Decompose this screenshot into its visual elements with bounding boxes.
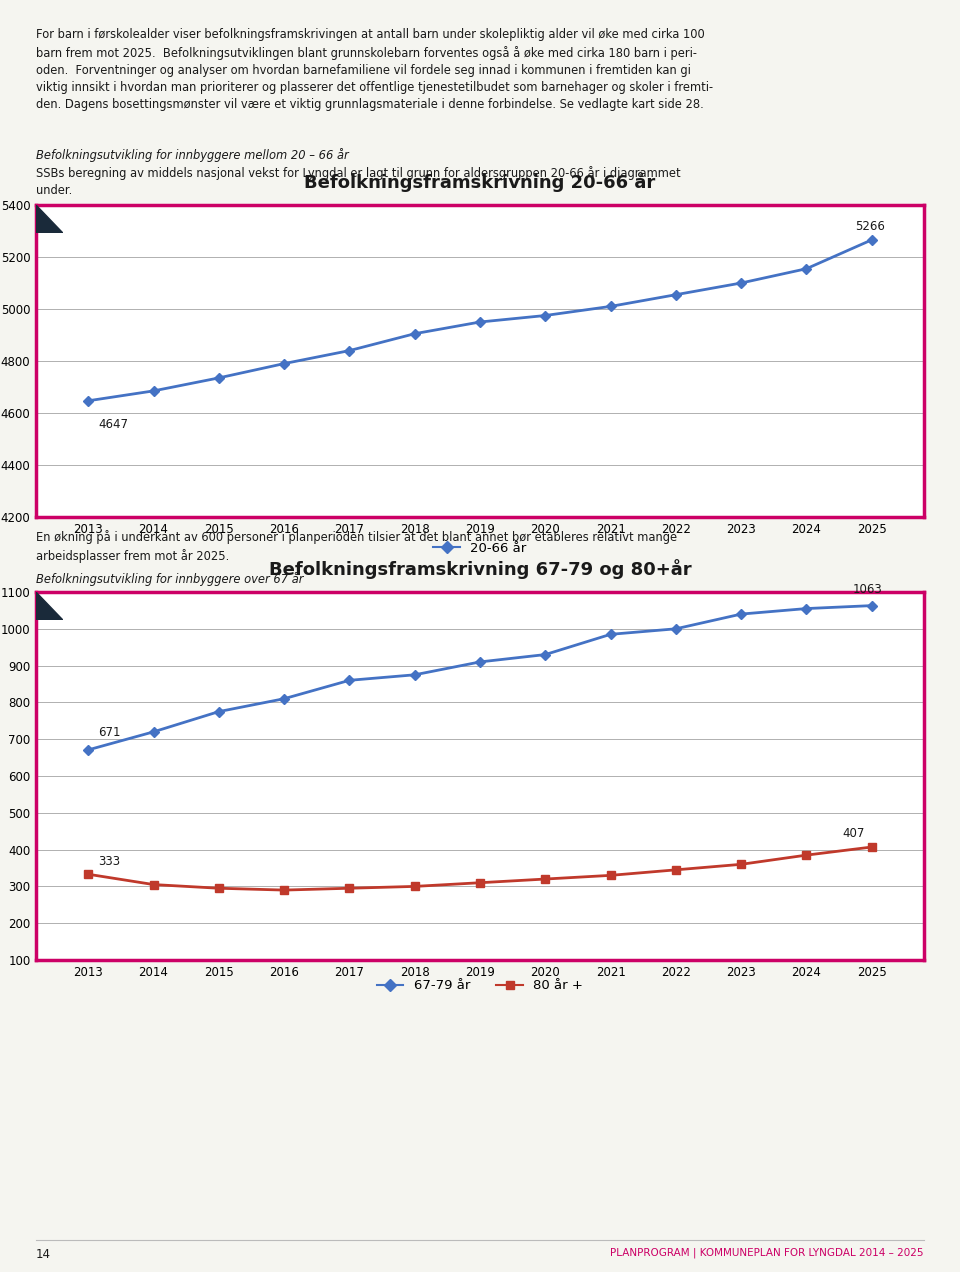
Text: 4647: 4647 [98, 418, 128, 431]
Legend: 20-66 år: 20-66 år [428, 537, 532, 561]
Title: Befolkningsframskrivning 67-79 og 80+år: Befolkningsframskrivning 67-79 og 80+år [269, 560, 691, 579]
Polygon shape [36, 205, 63, 233]
Text: 407: 407 [842, 827, 865, 841]
Text: 333: 333 [98, 855, 120, 868]
Text: Befolkningsutvikling for innbyggere over 67 år: Befolkningsutvikling for innbyggere over… [36, 572, 303, 586]
Text: Befolkningsutvikling for innbyggere mellom 20 – 66 år: Befolkningsutvikling for innbyggere mell… [36, 148, 348, 162]
Text: For barn i førskolealder viser befolkningsframskrivingen at antall barn under sk: For barn i førskolealder viser befolknin… [36, 28, 713, 111]
Legend: 67-79 år, 80 år +: 67-79 år, 80 år + [372, 974, 588, 997]
Text: 5266: 5266 [855, 220, 885, 233]
Text: 671: 671 [98, 726, 121, 739]
Title: Befolkningsframskrivning 20-66 år: Befolkningsframskrivning 20-66 år [304, 172, 656, 192]
Text: En økning på i underkant av 600 personer i planperioden tilsier at det blant ann: En økning på i underkant av 600 personer… [36, 530, 677, 562]
Text: PLANPROGRAM | KOMMUNEPLAN FOR LYNGDAL 2014 – 2025: PLANPROGRAM | KOMMUNEPLAN FOR LYNGDAL 20… [611, 1248, 924, 1258]
Text: SSBs beregning av middels nasjonal vekst for Lyngdal er lagt til grunn for alder: SSBs beregning av middels nasjonal vekst… [36, 167, 681, 197]
Text: 1063: 1063 [852, 584, 882, 597]
Text: 14: 14 [36, 1248, 51, 1261]
Polygon shape [36, 591, 63, 619]
